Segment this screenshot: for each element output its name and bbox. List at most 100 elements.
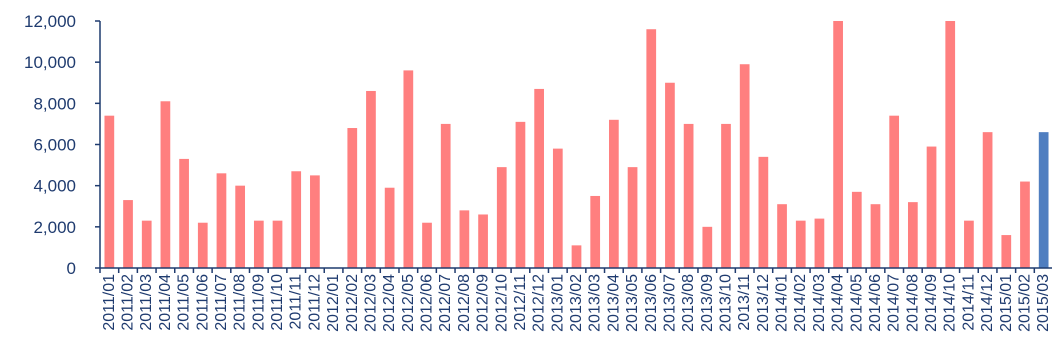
- bar-2013-05: [627, 167, 638, 268]
- x-tick-label: 2013/07: [661, 274, 678, 332]
- x-tick-label: 2015/02: [1016, 274, 1033, 332]
- x-tick-label: 2014/03: [811, 274, 828, 332]
- y-tick-label: 10,000: [24, 53, 76, 72]
- x-tick-label: 2014/06: [867, 274, 884, 332]
- bar-2013-11: [739, 64, 750, 268]
- x-tick-label: 2012/01: [325, 274, 342, 332]
- bars: [104, 21, 1049, 269]
- x-tick-label: 2013/06: [643, 274, 660, 332]
- bar-2011-01: [104, 115, 115, 269]
- x-tick-label: 2013/01: [549, 274, 566, 332]
- axes: [99, 21, 1052, 269]
- bar-2011-02: [123, 200, 133, 268]
- x-tick-label: 2013/12: [755, 274, 772, 332]
- x-tick-label: 2014/04: [830, 274, 847, 332]
- x-tick-label: 2012/08: [456, 274, 473, 332]
- x-tick-label: 2014/12: [979, 274, 996, 332]
- x-tick-label: 2013/11: [736, 274, 753, 331]
- bar-2014-09: [926, 146, 937, 268]
- x-tick-label: 2011/04: [157, 274, 174, 331]
- x-tick-label: 2011/06: [194, 274, 211, 331]
- x-tick-label: 2012/12: [531, 274, 548, 332]
- bar-2012-06: [422, 222, 432, 268]
- x-tick-label: 2012/10: [493, 274, 510, 332]
- x-tick-label: 2013/10: [717, 274, 734, 332]
- x-tick-label: 2012/09: [475, 274, 492, 332]
- bar-2012-09: [478, 214, 488, 268]
- x-tick-label: 2012/06: [419, 274, 436, 332]
- bar-2014-10: [945, 21, 956, 268]
- bar-2011-10: [272, 220, 283, 268]
- bar-2014-12: [982, 132, 993, 268]
- x-tick-label: 2014/07: [886, 274, 903, 332]
- x-tick-label: 2012/04: [381, 274, 398, 332]
- y-tick-label: 6,000: [33, 136, 76, 155]
- bar-2011-11: [291, 171, 302, 268]
- x-tick-label: 2012/11: [512, 274, 529, 331]
- x-tick-label: 2011/11: [288, 274, 305, 330]
- bar-2012-12: [534, 88, 544, 269]
- bar-2013-07: [665, 82, 675, 268]
- x-tick-label: 2014/02: [792, 274, 809, 332]
- y-tick-label: 8,000: [33, 94, 76, 113]
- x-tick-label: 2013/09: [699, 274, 716, 332]
- y-tick-label: 2,000: [33, 218, 76, 237]
- x-tick-label: 2011/05: [176, 274, 193, 331]
- bar-2011-04: [160, 101, 171, 269]
- x-tick-label: 2011/02: [120, 274, 137, 331]
- bar-2012-10: [496, 167, 507, 268]
- x-tick-label: 2011/08: [232, 274, 249, 331]
- bar-2011-06: [197, 222, 208, 268]
- y-tick-label: 12,000: [24, 12, 76, 31]
- bar-2014-03: [814, 218, 825, 268]
- bar-2014-11: [964, 220, 974, 268]
- bar-2011-03: [141, 220, 152, 268]
- bar-2013-02: [571, 245, 582, 268]
- bar-2012-02: [347, 128, 358, 268]
- bar-2014-05: [851, 191, 862, 268]
- x-tick-label: 2013/02: [568, 274, 585, 332]
- bar-2013-09: [702, 226, 713, 268]
- y-tick-label: 0: [67, 259, 76, 278]
- bar-2013-03: [590, 195, 601, 268]
- x-tick-label: 2013/05: [624, 274, 641, 332]
- x-tick-label: 2014/01: [774, 274, 791, 332]
- bar-2013-08: [683, 123, 694, 268]
- bar-2014-07: [889, 115, 900, 269]
- bar-2012-05: [403, 70, 414, 269]
- x-tick-label: 2011/07: [213, 274, 230, 331]
- bar-2013-04: [609, 119, 619, 268]
- x-tick-label: 2015/01: [998, 274, 1015, 332]
- bar-2014-06: [870, 204, 881, 268]
- x-tick-label: 2012/07: [437, 274, 454, 332]
- bar-2013-10: [721, 123, 731, 268]
- x-tick-label: 2012/05: [400, 274, 417, 332]
- bar-2012-08: [459, 210, 470, 268]
- bar-2012-07: [440, 123, 451, 268]
- bar-2015-02: [1020, 181, 1030, 268]
- y-tick-label: 4,000: [33, 177, 76, 196]
- x-tick-label: 2013/08: [680, 274, 697, 332]
- x-tick-label: 2014/10: [942, 274, 959, 332]
- bar-2014-01: [777, 204, 787, 268]
- bar-2012-03: [366, 90, 376, 268]
- x-tick-label: 2011/03: [138, 274, 155, 331]
- x-tick-label: 2014/05: [848, 274, 865, 332]
- bar-2011-05: [179, 158, 189, 268]
- bar-2015-01: [1001, 235, 1012, 268]
- x-tick-label: 2011/09: [250, 274, 267, 331]
- x-tick-label: 2015/03: [1035, 274, 1052, 332]
- y-axis-ticks: 0 2,000 4,000 6,000 8,000 10,000 12,000: [24, 12, 100, 278]
- x-tick-label: 2014/08: [904, 274, 921, 332]
- bar-2013-12: [758, 156, 769, 268]
- bar-2015-03: [1038, 132, 1049, 268]
- bar-2013-01: [552, 148, 563, 268]
- x-tick-label: 2013/03: [587, 274, 604, 332]
- x-axis-ticks: 2011/01 2011/02 2011/03 2011/04 2011/05 2011/…: [99, 268, 1052, 332]
- bar-2013-06: [646, 29, 657, 269]
- bar-2011-09: [253, 220, 264, 268]
- bar-2011-07: [216, 173, 227, 268]
- x-tick-label: 2011/12: [306, 274, 323, 331]
- x-tick-label: 2012/02: [344, 274, 361, 332]
